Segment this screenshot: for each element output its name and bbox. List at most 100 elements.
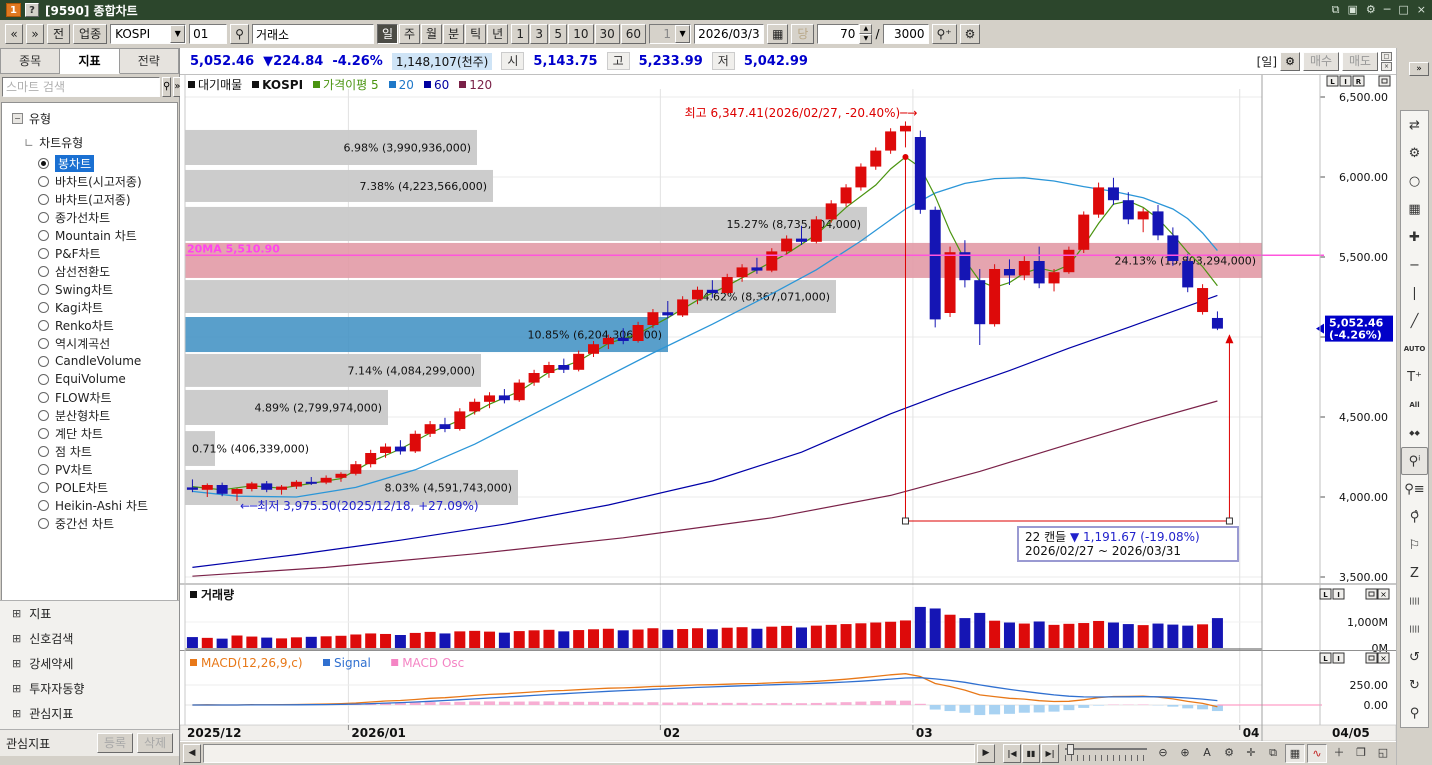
chart-type-item[interactable]: 중간선 차트 [2, 514, 177, 532]
zoom-list-icon[interactable]: ⚲≡ [1404, 481, 1425, 497]
help-icon[interactable]: ? [25, 3, 39, 17]
sidebar-section-지표[interactable]: ⊞ 지표 [0, 601, 179, 626]
chart-type-item[interactable]: Swing차트 [2, 280, 177, 298]
radio-icon[interactable] [38, 193, 49, 205]
tab-지표[interactable]: 지표 [60, 48, 120, 74]
symbol-select[interactable]: KOSPI ▼ [110, 24, 187, 44]
radio-icon[interactable] [38, 301, 49, 313]
panel-restore-icon[interactable]: □ [1381, 51, 1392, 61]
zigzag-icon[interactable]: Z [1410, 565, 1419, 581]
compare-candle-icon[interactable]: ◆◆ [1409, 429, 1420, 437]
spin-up-icon[interactable]: ▲ [859, 24, 873, 34]
minute-button-3[interactable]: 3 [530, 24, 549, 44]
grid-lines-icon[interactable]: |||| [1409, 625, 1420, 633]
screen-number-badge[interactable]: 1 [6, 3, 21, 17]
refresh-swap-icon[interactable]: ⇄ [1409, 117, 1420, 133]
date-input[interactable] [694, 24, 765, 44]
sector-button[interactable]: 업종 [73, 24, 108, 44]
radio-icon[interactable] [38, 355, 49, 367]
data-table-icon[interactable]: ▦ [1285, 744, 1305, 763]
all-button[interactable]: 전 [47, 24, 71, 44]
flag-icon[interactable]: ⚐ [1408, 537, 1421, 553]
radio-icon[interactable] [38, 337, 49, 349]
chart-type-item[interactable]: PV차트 [2, 460, 177, 478]
radio-icon[interactable] [38, 445, 49, 457]
radio-icon[interactable] [38, 499, 49, 511]
minute-button-5[interactable]: 5 [549, 24, 568, 44]
chart-type-item[interactable]: 계단 차트 [2, 424, 177, 442]
candle-count-spinner[interactable]: ▲▼ [817, 24, 873, 44]
tab-종목[interactable]: 종목 [0, 48, 61, 74]
register-button[interactable]: 등록 [97, 733, 133, 753]
close-icon[interactable]: × [1416, 3, 1426, 16]
window-arrange-icon[interactable]: ▣ [1347, 3, 1358, 16]
radio-icon[interactable] [38, 211, 49, 223]
indicator-chart-icon[interactable]: ▦ [1408, 201, 1421, 217]
candle-count-input[interactable] [817, 24, 860, 44]
radio-icon[interactable] [38, 409, 49, 421]
zoom-chart-icon[interactable]: ⚲̂ [1409, 509, 1420, 525]
play-end-icon[interactable]: ▶| [1041, 744, 1059, 763]
symbol-search-button[interactable]: ⚲ [230, 24, 249, 44]
chart-scrollbar-track[interactable] [203, 744, 975, 763]
trendline-icon[interactable]: ╱ [1410, 313, 1419, 329]
delete-button[interactable]: 삭제 [137, 733, 173, 753]
main-chart-canvas[interactable]: 6.98% (3,990,936,000) 7.38% (4,223,566,00… [180, 75, 1396, 741]
scroll-right-icon[interactable]: ▶ [977, 744, 995, 763]
chart-type-item[interactable]: EquiVolume [2, 370, 177, 388]
search-icon[interactable]: ⚲ [162, 77, 172, 97]
period-button-주[interactable]: 주 [398, 24, 421, 44]
window-settings-icon[interactable]: ⚙ [1365, 3, 1376, 16]
chart-type-item[interactable]: P&F차트 [2, 244, 177, 262]
code-input[interactable] [189, 24, 228, 44]
zoom-plus-icon[interactable]: ⚲⁺ [931, 24, 957, 44]
radio-icon[interactable] [38, 175, 49, 187]
text-tool-icon[interactable]: T⁺ [1407, 369, 1422, 385]
play-start-icon[interactable]: |◀ [1003, 744, 1021, 763]
minute-button-30[interactable]: 30 [594, 24, 620, 44]
chart-settings-gear-icon[interactable]: ⚙ [1280, 51, 1300, 71]
sidebar-section-투자자동향[interactable]: ⊞ 투자자동향 [0, 676, 179, 701]
chart-type-item[interactable]: 삼선전환도 [2, 262, 177, 280]
mini-chart-icon[interactable]: ∿ [1307, 744, 1327, 763]
minimize-icon[interactable]: ─ [1383, 3, 1391, 16]
chart-type-item[interactable]: Renko차트 [2, 316, 177, 334]
radio-icon[interactable] [38, 517, 49, 529]
collapse-strip-icon[interactable]: » [1409, 62, 1429, 76]
tree-header[interactable]: − 유형 [2, 103, 177, 131]
expand-icon[interactable]: ⊞ [12, 657, 22, 670]
chart-type-item[interactable]: Heikin-Ashi 차트 [2, 496, 177, 514]
minute-button-1[interactable]: 1 [511, 24, 530, 44]
radio-icon[interactable] [38, 481, 49, 493]
maximize-icon[interactable]: □ [1398, 3, 1409, 16]
scroll-left-icon[interactable]: ◀ [183, 744, 201, 763]
window-copy-icon[interactable]: ❐ [1356, 746, 1366, 759]
slider-thumb[interactable] [1067, 744, 1074, 755]
minute-button-10[interactable]: 10 [568, 24, 594, 44]
ellipse-tool-icon[interactable]: ○ [1408, 173, 1421, 189]
zoom-in-icon[interactable]: ⊕ [1180, 746, 1190, 759]
period-button-틱[interactable]: 틱 [465, 24, 487, 44]
period-button-분[interactable]: 분 [443, 24, 465, 44]
radio-icon[interactable] [38, 373, 49, 385]
fullscreen-icon[interactable]: ◱ [1377, 746, 1389, 759]
zoom-slider[interactable] [1065, 744, 1147, 763]
chart-type-item[interactable]: Kagi차트 [2, 298, 177, 316]
dang-button[interactable]: 당 [791, 24, 815, 44]
undo-icon[interactable]: ↺ [1409, 649, 1420, 665]
chevron-down-icon[interactable]: ▼ [675, 25, 691, 43]
chevron-down-icon[interactable]: ▼ [170, 25, 186, 43]
tab-전략[interactable]: 전략 [119, 48, 179, 74]
market-input[interactable] [251, 24, 374, 44]
period-button-년[interactable]: 년 [487, 24, 509, 44]
nav-forward-button[interactable]: » [26, 24, 44, 44]
period-button-월[interactable]: 월 [421, 24, 443, 44]
radio-icon[interactable] [38, 463, 49, 475]
settings-gear-icon[interactable]: ⚙ [959, 24, 981, 44]
spin-down-icon[interactable]: ▼ [859, 34, 873, 44]
chart-type-item[interactable]: 바차트(시고저종) [2, 172, 177, 190]
folder-collapse-icon[interactable]: − [12, 113, 23, 124]
sidebar-section-관심지표[interactable]: ⊞ 관심지표 [0, 701, 179, 726]
expand-icon[interactable]: ⊞ [12, 707, 22, 720]
interval-select[interactable]: 1 ▼ [649, 24, 692, 44]
